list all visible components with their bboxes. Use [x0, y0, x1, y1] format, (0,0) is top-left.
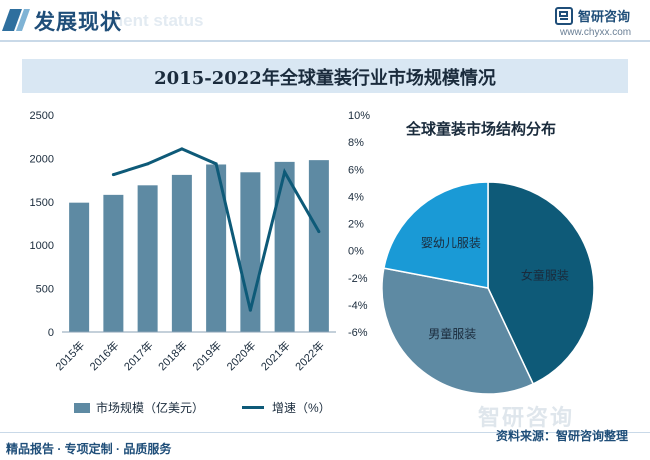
legend-bar-swatch	[74, 402, 90, 413]
chart-title-band	[22, 59, 628, 93]
y-axis-tick-label: 1500	[30, 197, 54, 209]
y2-axis-tick-label: -4%	[348, 300, 368, 312]
bar-2017年	[137, 185, 158, 332]
pie-slice-婴幼儿服装	[383, 181, 489, 289]
bar-2021年	[274, 161, 295, 332]
x-axis-tick-label: 2018年	[155, 338, 190, 373]
x-axis-tick-label: 2021年	[258, 338, 293, 373]
growth-point-2018年	[180, 147, 184, 151]
x-axis-tick-label: 2016年	[87, 338, 122, 373]
y2-axis-tick-label: 4%	[348, 191, 364, 203]
watermark-logo: 智研咨询	[478, 405, 575, 430]
y2-axis-tick-label: -2%	[348, 273, 368, 285]
page-header: ment status 发展现状 智研咨询 www.chyxx.com	[0, 0, 650, 40]
footer-tagline: 精品报告 · 专项定制 · 品质服务	[6, 442, 172, 456]
header-divider	[0, 40, 650, 42]
x-axis-tick-label: 2017年	[121, 338, 156, 373]
x-axis-tick-label: 2015年	[52, 338, 87, 373]
growth-point-2019年	[214, 162, 218, 166]
bar-2019年	[206, 164, 227, 332]
pie-chart-title: 全球童装市场结构分布	[406, 121, 557, 138]
pie-slice-女童服装	[487, 181, 595, 385]
y2-axis-tick-label: 8%	[348, 137, 364, 149]
x-axis-tick-label: 2022年	[292, 338, 327, 373]
pie-slice-label: 女童服装	[521, 267, 569, 282]
legend-item-line: 增速（%）	[242, 399, 331, 416]
growth-point-2021年	[283, 170, 287, 174]
growth-point-2016年	[111, 173, 115, 177]
brand-logo-icon	[555, 7, 573, 25]
y2-axis-tick-label: -6%	[348, 327, 368, 339]
bar-2018年	[171, 174, 192, 332]
growth-point-2017年	[146, 162, 150, 166]
growth-point-2022年	[317, 230, 321, 234]
growth-point-2020年	[248, 308, 252, 312]
footer-divider	[0, 432, 650, 433]
bar-2016年	[103, 194, 124, 332]
brand-name: 智研咨询	[578, 9, 631, 24]
y-axis-tick-label: 1000	[30, 240, 54, 252]
chart-title: 2015-2022年全球童装行业市场规模情况	[154, 68, 496, 89]
bar-2022年	[308, 160, 329, 332]
legend-bar-label: 市场规模（亿美元）	[96, 401, 205, 415]
header-subtitle: ment status	[108, 11, 204, 30]
y2-axis-tick-label: 6%	[348, 164, 364, 176]
legend-line-swatch	[242, 406, 264, 409]
brand-url[interactable]: www.chyxx.com	[560, 27, 632, 38]
y2-axis-tick-label: 10%	[348, 110, 370, 122]
y2-axis-tick-label: 2%	[348, 219, 364, 231]
y-axis-tick-label: 500	[36, 284, 54, 296]
pie-slice-label: 男童服装	[428, 326, 476, 341]
y-axis-tick-label: 2000	[30, 153, 54, 165]
x-axis-tick-label: 2019年	[189, 338, 224, 373]
y2-axis-tick-label: 0%	[348, 246, 364, 258]
pie-slice-label: 婴幼儿服装	[421, 236, 481, 250]
header-title: 发展现状	[34, 11, 122, 34]
y-axis-tick-label: 0	[48, 327, 54, 339]
legend-line-label: 增速（%）	[272, 401, 331, 415]
y-axis-tick-label: 2500	[30, 110, 54, 122]
pie-slice-男童服装	[381, 267, 535, 395]
footer-source: 资料来源：智研咨询整理	[496, 429, 629, 443]
x-axis-tick-label: 2020年	[224, 338, 259, 373]
legend-item-bar: 市场规模（亿美元）	[74, 399, 204, 416]
bar-2015年	[69, 202, 90, 332]
